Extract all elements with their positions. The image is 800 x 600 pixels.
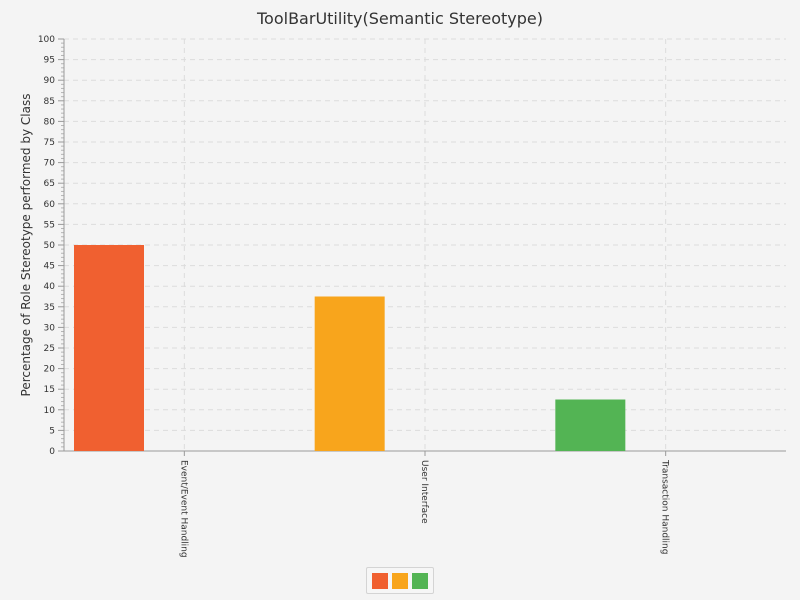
legend-swatch xyxy=(392,572,408,589)
y-tick-label: 90 xyxy=(44,76,56,86)
legend-swatch xyxy=(412,572,428,589)
y-tick-label: 10 xyxy=(44,406,56,416)
y-axis-title: Percentage of Role Stereotype performed … xyxy=(19,94,33,397)
bar xyxy=(74,245,144,451)
y-tick-label: 20 xyxy=(44,365,56,375)
y-tick-label: 35 xyxy=(44,303,55,313)
y-tick-label: 80 xyxy=(44,117,56,127)
bar xyxy=(314,296,385,451)
y-tick-label: 15 xyxy=(44,385,55,395)
bar xyxy=(555,399,626,451)
axes: 0 5 10 15 20 25 30 35 40 45 50 55 60 65 70 75 80 85 90 95 10… xyxy=(38,35,786,457)
y-tick-label: 50 xyxy=(44,241,56,251)
y-tick-label: 95 xyxy=(44,56,55,66)
y-tick-label: 25 xyxy=(44,344,55,354)
y-tick-label: 55 xyxy=(44,220,55,230)
y-tick-label: 85 xyxy=(44,97,55,107)
y-tick-label: 0 xyxy=(49,447,55,457)
grid-lines xyxy=(64,38,786,452)
y-tick-label: 75 xyxy=(44,138,55,148)
y-tick-label: 70 xyxy=(44,159,56,169)
y-tick-label: 100 xyxy=(38,35,55,45)
y-tick-label: 60 xyxy=(44,200,56,210)
category-label: User Interface xyxy=(419,460,429,524)
legend-swatch xyxy=(372,572,388,589)
y-tick-label: 40 xyxy=(44,282,56,292)
category-label: Event/Event Handling xyxy=(178,460,188,558)
y-tick-label: 5 xyxy=(49,426,55,436)
bars xyxy=(74,245,626,451)
chart-title: ToolBarUtility(Semantic Stereotype) xyxy=(256,9,543,28)
y-tick-label: 30 xyxy=(44,323,56,333)
legend xyxy=(366,567,434,594)
category-labels: Event/Event Handling User Interface Transa… xyxy=(178,459,669,558)
y-tick-label: 45 xyxy=(44,262,55,272)
category-label: Transaction Handling xyxy=(660,459,670,554)
y-tick-label: 65 xyxy=(44,179,55,189)
